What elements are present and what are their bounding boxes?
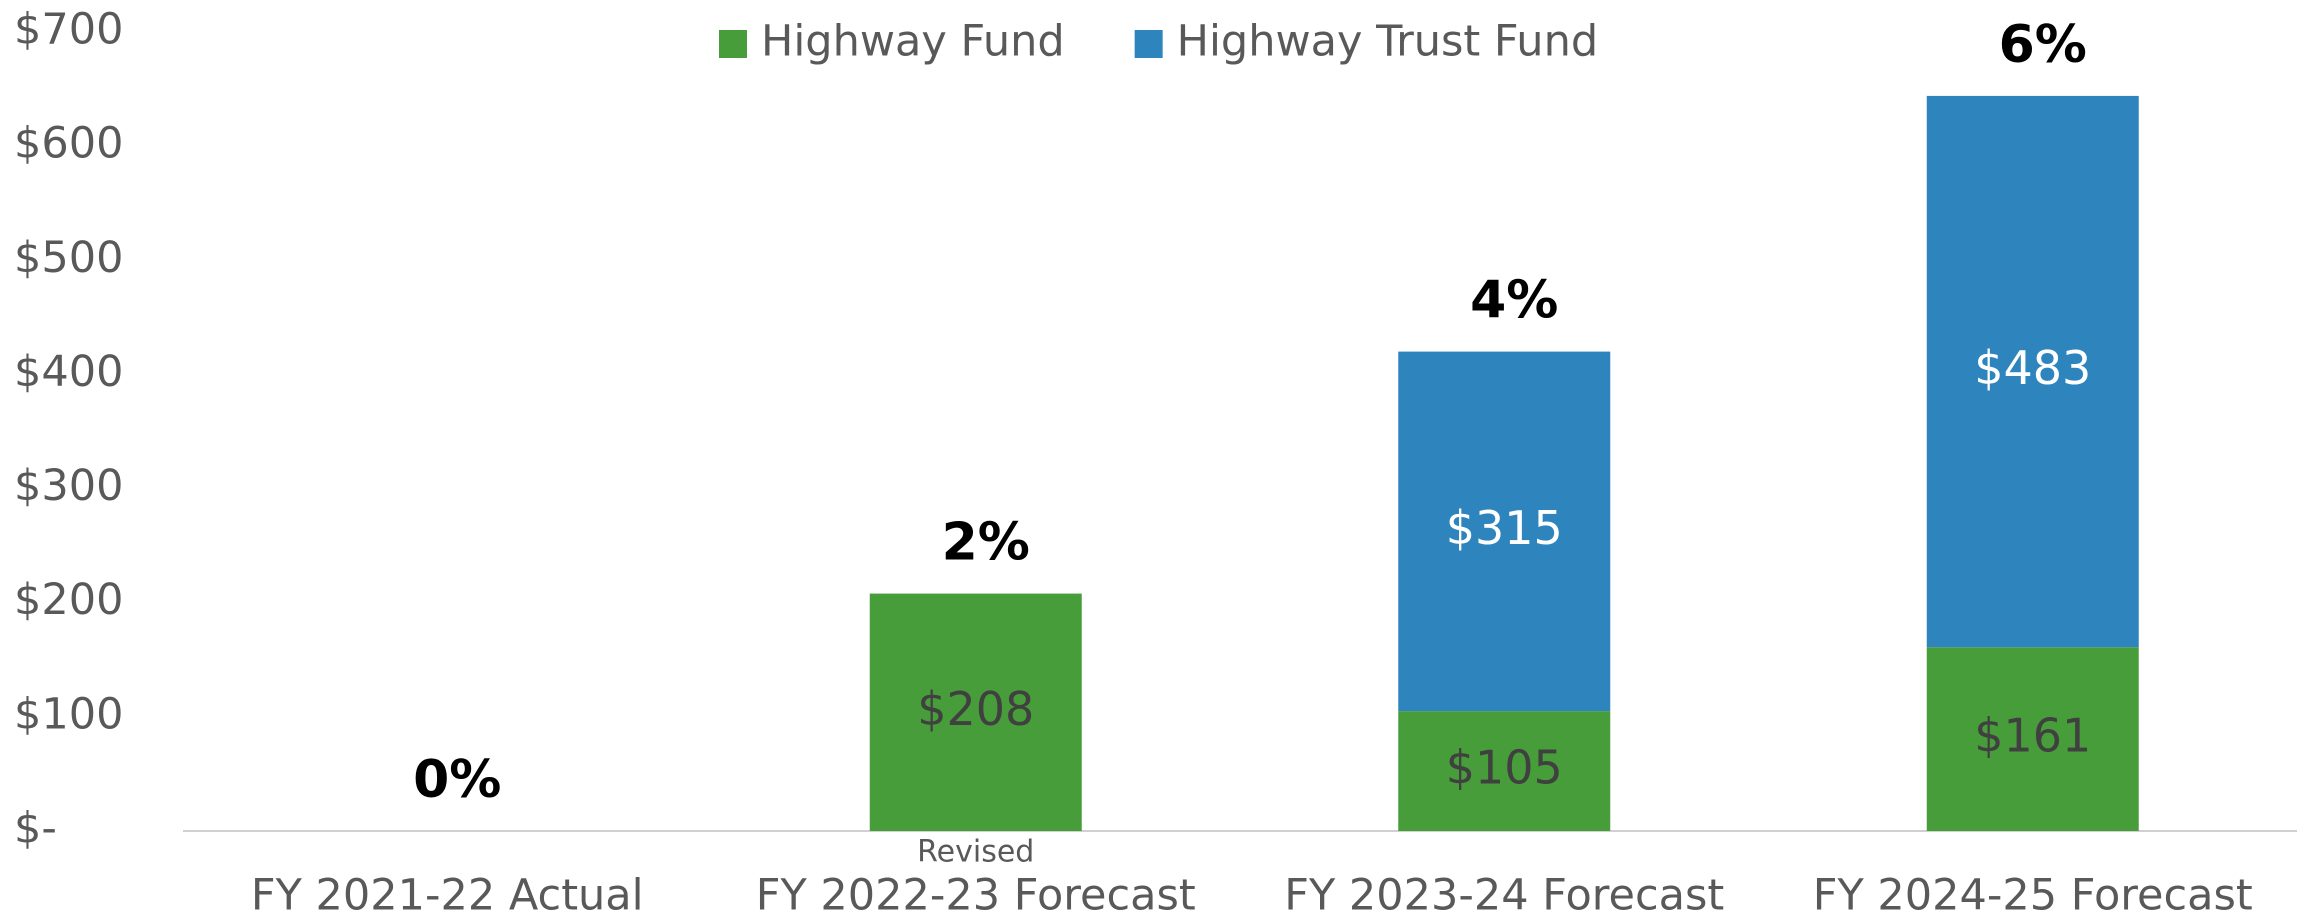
y-tick-label: $700 [14,5,123,55]
y-tick-label: $600 [14,119,123,169]
value-label: $105 [1446,741,1563,795]
y-tick-label: $300 [14,461,123,511]
x-tick-label: FY 2024-25 Forecast [1813,871,2253,921]
y-tick-label: $200 [14,575,123,625]
total-label: 6% [1999,15,2087,75]
bar-segment [1398,351,1611,712]
bar-segment [1926,95,2139,648]
bar-segment [869,593,1082,831]
value-label: $483 [1974,341,2091,395]
bar-segment [1398,711,1611,831]
y-tick-label: $100 [14,689,123,739]
legend-swatch [1134,30,1163,58]
legend-swatch [719,30,747,58]
y-tick-label: $500 [14,233,123,283]
bar-segment [1926,647,2139,831]
total-label: 2% [942,513,1030,573]
x-tick-label: FY 2023-24 Forecast [1284,871,1724,921]
x-tick-label: FY 2022-23 Forecast [756,871,1196,921]
category-note: Revised [917,835,1034,870]
value-label: $315 [1446,501,1563,555]
legend-label: Highway Trust Fund [1177,17,1598,67]
y-tick-label: $- [14,804,57,854]
value-label: $208 [917,682,1034,736]
total-label: 0% [413,750,501,810]
legend-label: Highway Fund [761,17,1065,67]
x-tick-label: FY 2021-22 Actual [251,871,644,921]
total-label: 4% [1470,271,1558,331]
value-label: $161 [1974,709,2091,763]
y-tick-label: $400 [14,347,123,397]
